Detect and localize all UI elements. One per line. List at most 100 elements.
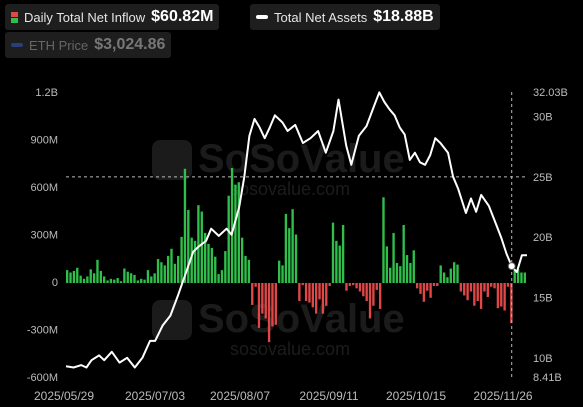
inflow-bar xyxy=(311,283,314,308)
x-axis-tick-label: 2025/08/07 xyxy=(210,389,270,403)
inflow-bar xyxy=(89,269,92,283)
inflow-bar xyxy=(328,283,331,286)
inflow-bar xyxy=(308,283,311,303)
inflow-bar xyxy=(247,259,251,283)
inflow-bar xyxy=(119,281,123,283)
inflow-bar xyxy=(341,225,345,283)
inflow-bar xyxy=(177,255,180,284)
inflow-bar xyxy=(476,283,479,301)
inflow-bar xyxy=(129,273,133,283)
inflow-bar xyxy=(140,278,143,283)
inflow-bar xyxy=(72,270,76,283)
inflow-bar xyxy=(200,211,203,283)
inflow-bar xyxy=(264,283,267,319)
inflow-bar xyxy=(173,263,177,283)
watermark-brand: SoSoValue xyxy=(198,137,405,181)
legend: Daily Total Net Inflow $60.82M Total Net… xyxy=(0,0,583,60)
inflow-bar xyxy=(392,232,395,283)
inflow-bar xyxy=(277,260,281,284)
inflow-bar xyxy=(224,251,227,284)
legend-eth-value: $3,024.86 xyxy=(94,36,166,53)
inflow-bar xyxy=(355,283,358,289)
inflow-bar xyxy=(378,283,382,309)
inflow-bar xyxy=(160,262,163,283)
inflow-bar xyxy=(187,209,190,283)
inflow-bar xyxy=(254,283,257,287)
inflow-bar xyxy=(479,283,483,309)
inflow-bar xyxy=(523,272,526,283)
inflow-bar xyxy=(230,168,234,283)
inflow-bar xyxy=(486,283,489,298)
inflow-bar xyxy=(244,255,247,284)
inflow-bar xyxy=(399,266,402,283)
legend-inflow[interactable]: Daily Total Net Inflow $60.82M xyxy=(5,4,220,30)
inflow-bar xyxy=(227,195,230,283)
inflow-bar xyxy=(298,283,301,301)
inflow-bar xyxy=(76,267,79,283)
legend-assets[interactable]: Total Net Assets $18.88B xyxy=(250,4,440,30)
inflow-bar xyxy=(493,283,496,289)
inflow-bar xyxy=(466,283,469,301)
right-axis-tick-label: 10B xyxy=(533,353,553,365)
inflow-bar xyxy=(432,283,436,286)
right-axis-tick-label: 20B xyxy=(533,232,553,244)
legend-eth[interactable]: ETH Price $3,024.86 xyxy=(5,32,172,58)
white-line-icon xyxy=(256,15,268,19)
inflow-bar xyxy=(163,265,166,284)
inflow-bar xyxy=(237,182,240,283)
left-axis-tick-label: 1.2B xyxy=(35,87,58,99)
inflow-bar xyxy=(456,264,459,283)
inflow-bar xyxy=(325,283,328,306)
inflow-bar xyxy=(153,273,156,283)
inflow-bar xyxy=(331,222,335,284)
inflow-bar xyxy=(469,283,473,292)
inflow-bar xyxy=(106,280,109,283)
inflow-bar xyxy=(500,283,503,307)
legend-inflow-value: $60.82M xyxy=(151,8,214,25)
legend-inflow-label: Daily Total Net Inflow xyxy=(24,9,146,25)
left-axis-tick-label: -300M xyxy=(27,325,58,337)
inflow-bar xyxy=(385,246,389,284)
inflow-bar xyxy=(321,283,325,314)
inflow-bar xyxy=(193,240,197,283)
inflow-bar xyxy=(86,276,89,283)
inflow-bar xyxy=(422,283,426,302)
blue-line-icon xyxy=(11,43,23,47)
inflow-bar xyxy=(257,283,261,328)
x-axis-tick-label: 2025/07/03 xyxy=(125,389,185,403)
inflow-bar xyxy=(146,270,150,284)
watermark-logo-icon xyxy=(152,140,192,180)
inflow-bar xyxy=(133,274,136,284)
inflow-bar xyxy=(113,279,116,284)
inflow-bar xyxy=(520,272,523,283)
inflow-bar xyxy=(284,213,288,283)
inflow-bar xyxy=(382,197,385,283)
total-net-assets-line xyxy=(65,91,527,369)
right-axis-tick-label: 32.03B xyxy=(533,87,568,99)
inflow-bar xyxy=(429,283,432,298)
inflow-bar xyxy=(143,279,146,284)
inflow-bar xyxy=(452,262,456,283)
two-color-bar-icon xyxy=(11,11,18,23)
inflow-bar xyxy=(291,209,294,283)
inflow-bar xyxy=(220,270,224,284)
inflow-bar xyxy=(409,263,412,283)
left-axis-tick-label: 900M xyxy=(30,135,58,147)
inflow-bar xyxy=(203,232,207,283)
inflow-bar xyxy=(395,263,399,283)
right-axis-tick-label: 15B xyxy=(533,292,553,304)
inflow-bar xyxy=(496,283,500,309)
inflow-bar xyxy=(483,283,486,292)
inflow-bar xyxy=(459,283,463,292)
x-axis-tick-label: 2025/05/29 xyxy=(34,389,94,403)
inflow-bar xyxy=(210,247,214,283)
inflow-bar xyxy=(96,259,99,283)
inflow-bar xyxy=(473,283,476,306)
inflow-bar xyxy=(190,237,193,283)
inflow-bar xyxy=(126,271,129,283)
right-axis-tick-label: 25B xyxy=(533,172,553,184)
inflow-bar xyxy=(449,268,452,283)
inflow-bar xyxy=(99,270,103,283)
left-axis-tick-label: 300M xyxy=(30,230,58,242)
